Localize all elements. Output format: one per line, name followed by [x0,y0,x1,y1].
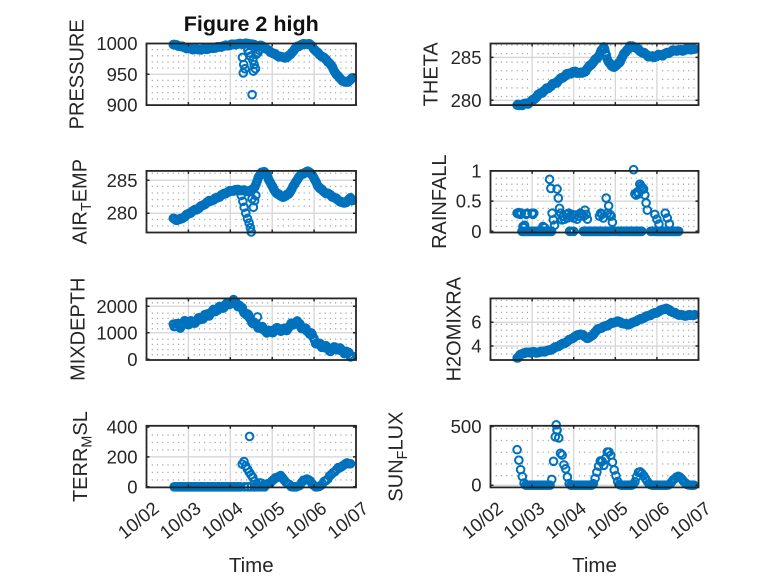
svg-text:280: 280 [451,90,482,111]
svg-text:950: 950 [107,64,138,85]
svg-text:0: 0 [471,475,481,496]
svg-text:1000: 1000 [96,33,137,54]
svg-text:PRESSURE: PRESSURE [67,19,89,129]
svg-text:H2OMIXRA: H2OMIXRA [444,276,466,381]
svg-text:MIXDEPTH: MIXDEPTH [68,278,90,381]
svg-text:THETA: THETA [421,42,443,107]
svg-text:500: 500 [451,416,482,437]
svg-text:Time: Time [229,554,274,577]
svg-text:200: 200 [107,446,138,467]
svg-text:0: 0 [127,349,137,370]
svg-text:0: 0 [471,221,481,242]
svg-text:1: 1 [471,160,481,181]
svg-text:0.5: 0.5 [456,191,482,212]
svg-text:6: 6 [471,312,481,333]
svg-text:RAINFALL: RAINFALL [429,154,451,248]
svg-text:900: 900 [107,95,138,116]
svg-text:0: 0 [127,476,137,497]
svg-text:TERRM​SL: TERRM​SL [70,411,96,502]
svg-text:400: 400 [107,416,138,437]
svg-text:285: 285 [451,47,482,68]
svg-text:Figure 2 high: Figure 2 high [184,12,319,36]
svg-text:2000: 2000 [96,296,137,317]
svg-text:285: 285 [107,170,138,191]
svg-text:280: 280 [107,203,138,224]
svg-text:Time: Time [572,554,617,577]
svg-text:4: 4 [471,335,481,356]
svg-text:1000: 1000 [96,322,137,343]
svg-text:AIRT​EMP: AIRT​EMP [70,159,96,244]
